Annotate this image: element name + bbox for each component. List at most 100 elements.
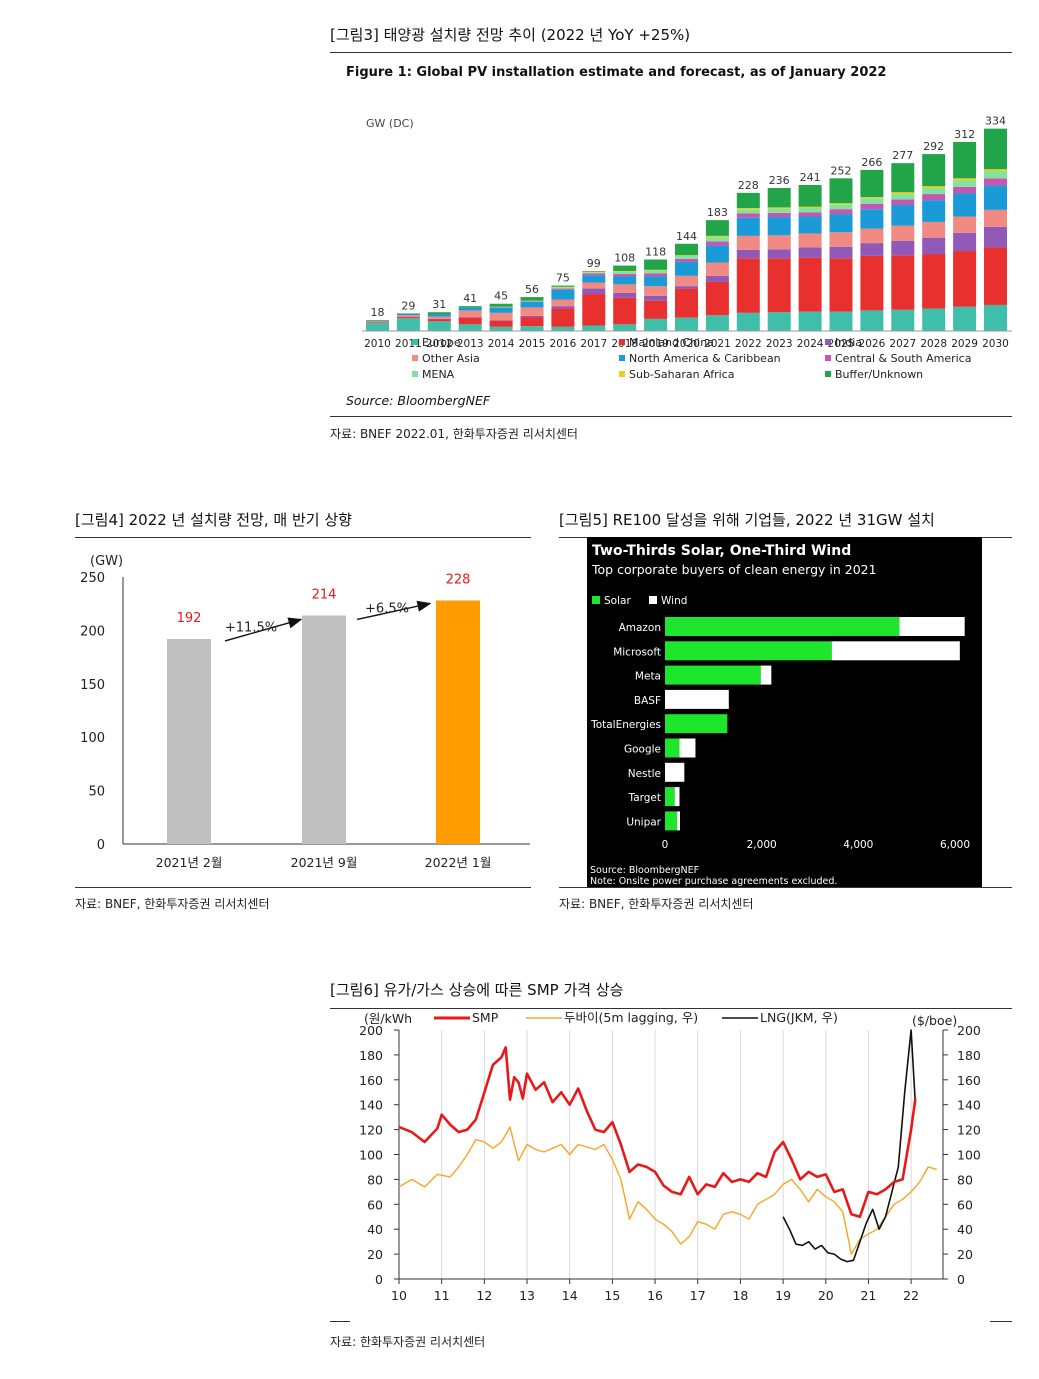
left-axis-unit: (원/kWh xyxy=(364,1011,412,1026)
bar-segment-wind xyxy=(679,738,696,758)
bar-segment-mainland-china xyxy=(891,255,915,310)
bar-segment-india xyxy=(582,288,606,295)
bar-segment-sub-saharan-africa xyxy=(551,286,575,288)
x-tick-label: 2024 xyxy=(797,338,824,350)
bar-segment-india xyxy=(489,320,513,321)
legend-label: LNG(JKM, 우) xyxy=(760,1011,838,1025)
bar-segment-central-south-america xyxy=(798,212,822,217)
bar-segment-wind xyxy=(665,762,685,782)
bar-segment-central-south-america xyxy=(984,178,1007,186)
bar-segment-north-america-caribbean xyxy=(644,276,668,287)
bar-segment-mena xyxy=(891,194,915,200)
legend-swatch xyxy=(412,355,418,361)
legend-label: Wind xyxy=(661,595,687,607)
legend-swatch xyxy=(412,339,418,345)
bar-segment-europe xyxy=(922,308,946,331)
left-tick-label: 0 xyxy=(375,1272,383,1287)
total-label: 45 xyxy=(494,290,508,303)
y-unit-label: GW (DC) xyxy=(366,117,414,130)
bar-segment-other-asia xyxy=(798,233,822,248)
divider xyxy=(990,1321,1012,1322)
bar-segment-wind xyxy=(674,787,680,807)
category-label: Target xyxy=(628,792,661,804)
x-tick-label: 2029 xyxy=(951,338,978,350)
value-label: 192 xyxy=(177,611,202,626)
category-label: TotalEnergies xyxy=(590,719,661,731)
right-tick-label: 180 xyxy=(957,1048,981,1063)
divider xyxy=(330,1008,1012,1009)
y-tick-label: 200 xyxy=(80,624,105,639)
legend-swatch xyxy=(412,371,418,377)
bar-segment-other-asia xyxy=(613,284,637,293)
bar-segment-buffer-unknown xyxy=(520,297,544,301)
growth-arrow xyxy=(356,600,432,621)
bar-segment-north-america-caribbean xyxy=(520,301,544,308)
right-tick-label: 80 xyxy=(957,1172,973,1187)
bar-segment-buffer-unknown xyxy=(736,192,760,209)
bar-segment-mainland-china xyxy=(644,300,668,319)
x-tick-label: 2028 xyxy=(920,338,947,350)
bar-segment-india xyxy=(767,249,791,259)
legend-swatch xyxy=(592,596,600,604)
bar-segment-mainland-china xyxy=(489,320,513,327)
legend-label: Sub-Saharan Africa xyxy=(629,368,734,381)
right-tick-label: 140 xyxy=(957,1098,981,1113)
x-tick-label: 2026 xyxy=(859,338,886,350)
bar-segment-buffer-unknown xyxy=(984,128,1007,170)
legend-swatch xyxy=(825,339,831,345)
total-label: 334 xyxy=(985,115,1006,128)
bar-segment-central-south-america xyxy=(829,209,853,215)
x-tick-label: 2019 xyxy=(642,338,669,350)
bar-segment-central-south-america xyxy=(767,212,791,218)
bar xyxy=(302,615,346,844)
divider xyxy=(559,887,1012,888)
bar-segment-india xyxy=(953,232,977,252)
divider xyxy=(330,52,1012,53)
chart-background xyxy=(587,537,982,887)
bar-segment-north-america-caribbean xyxy=(582,275,606,283)
x-tick-label: 13 xyxy=(519,1288,535,1303)
bar-segment-mainland-china xyxy=(551,308,575,327)
figure4-caption: [그림4] 2022 년 설치량 전망, 매 반기 상향 xyxy=(75,511,352,529)
category-label: Unipar xyxy=(626,816,661,828)
divider xyxy=(330,1321,350,1322)
bar-segment-europe xyxy=(705,315,729,331)
bar-segment-other-asia xyxy=(953,216,977,233)
bar-segment-europe xyxy=(366,323,389,331)
bar-segment-mainland-china xyxy=(458,317,482,325)
total-label: 29 xyxy=(401,299,415,312)
bar-segment-europe xyxy=(736,312,760,331)
right-tick-label: 160 xyxy=(957,1073,981,1088)
bar-segment-mainland-china xyxy=(396,317,420,319)
bar-segment-buffer-unknown xyxy=(458,306,482,308)
y-tick-label: 250 xyxy=(80,571,105,586)
bar-segment-north-america-caribbean xyxy=(798,216,822,234)
category-label: BASF xyxy=(634,695,661,707)
bar-segment-europe xyxy=(767,312,791,331)
bar-segment-europe xyxy=(427,321,451,331)
bar-segment-india xyxy=(984,226,1007,248)
bar-segment-north-america-caribbean xyxy=(675,261,698,276)
bar-segment-sub-saharan-africa xyxy=(767,207,791,209)
bar-segment-north-america-caribbean xyxy=(984,185,1007,210)
figure4-source: 자료: BNEF, 한화투자증권 리서치센터 xyxy=(75,897,270,911)
bar-segment-mena xyxy=(829,204,853,210)
bar-segment-buffer-unknown xyxy=(644,259,668,270)
bar-segment-central-south-america xyxy=(736,213,760,218)
legend-label: Central & South America xyxy=(835,352,971,365)
total-label: 277 xyxy=(892,149,913,162)
x-tick-label: 2014 xyxy=(488,338,515,350)
x-tick-label: 18 xyxy=(732,1288,748,1303)
total-label: 236 xyxy=(769,174,790,187)
x-tick-label: 14 xyxy=(562,1288,578,1303)
bar-segment-mena xyxy=(736,209,760,214)
bar-segment-mena xyxy=(551,287,575,289)
bar-segment-other-asia xyxy=(860,228,884,244)
right-tick-label: 100 xyxy=(957,1148,981,1163)
left-tick-label: 200 xyxy=(359,1023,383,1038)
legend-label: India xyxy=(835,336,862,349)
bar-segment-mainland-china xyxy=(798,257,822,312)
figure6-caption: [그림6] 유가/가스 상승에 따른 SMP 가격 상승 xyxy=(330,981,624,999)
total-label: 241 xyxy=(800,171,821,184)
bar-segment-solar xyxy=(665,617,900,636)
